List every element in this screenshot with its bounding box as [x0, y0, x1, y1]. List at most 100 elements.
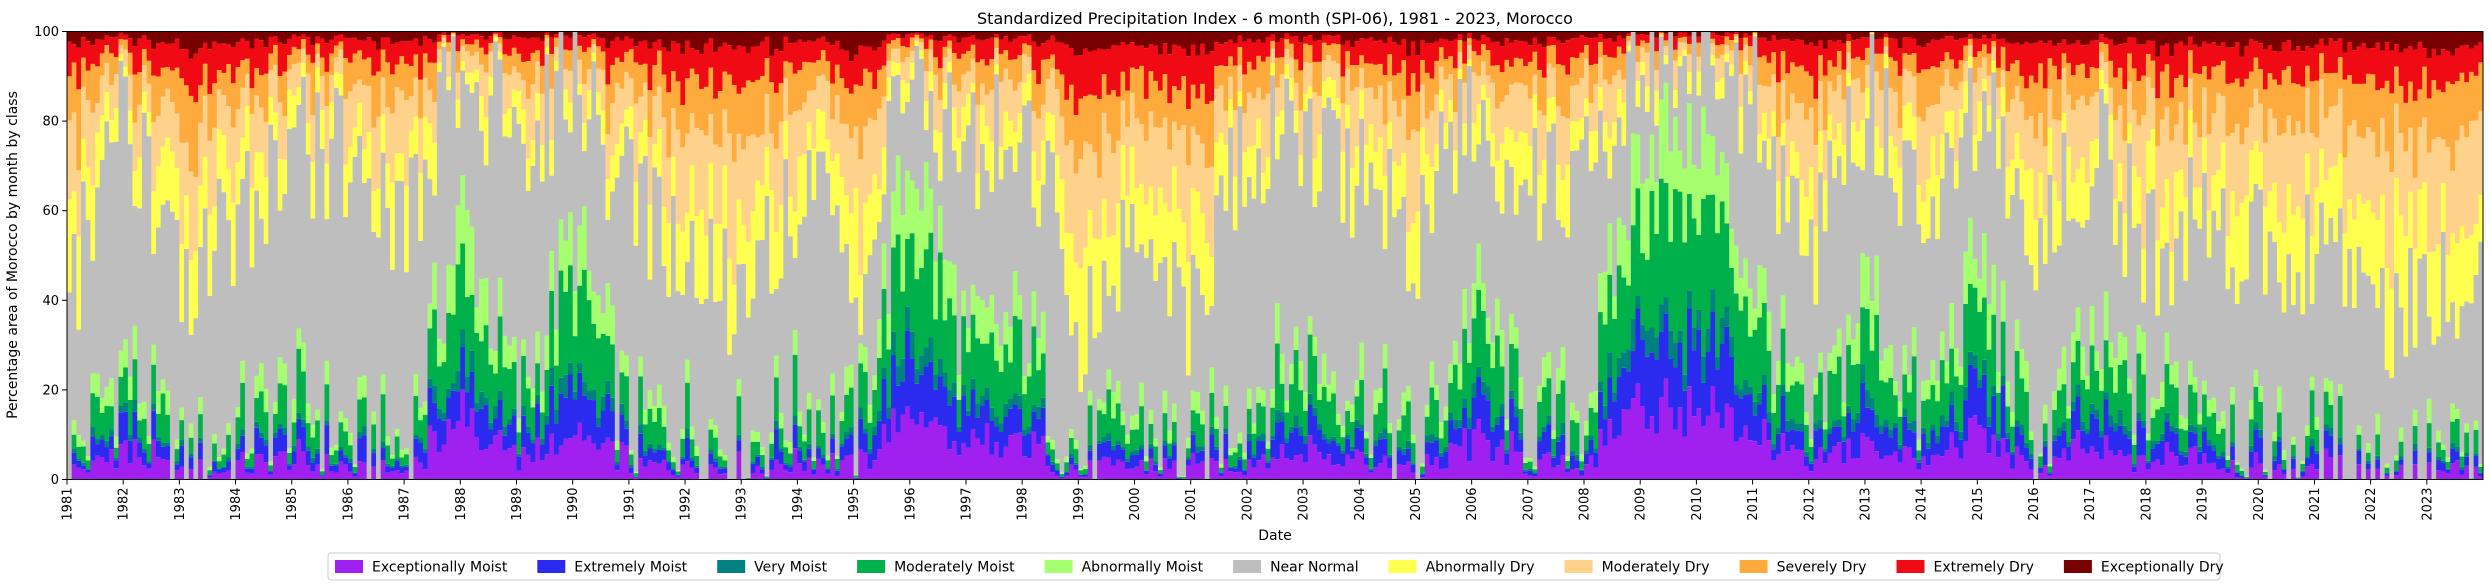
bar-segment: [1869, 300, 1875, 351]
bar-segment: [343, 58, 349, 100]
bar-segment: [1410, 463, 1416, 465]
bar-segment: [1832, 420, 1838, 427]
bar-segment: [2225, 456, 2231, 460]
bar-segment: [1991, 395, 1997, 435]
bar-segment: [1466, 44, 1473, 60]
bar-segment: [942, 259, 948, 321]
bar-segment: [1546, 352, 1552, 379]
bar-segment: [1532, 476, 1538, 480]
bar-segment: [1719, 201, 1725, 318]
bar-segment: [2131, 68, 2137, 110]
bar-segment: [1972, 355, 1978, 369]
bar-segment: [1808, 471, 1814, 480]
bar-segment: [1555, 31, 1562, 41]
bar-segment: [1303, 31, 1309, 37]
bar-segment: [928, 39, 934, 50]
bar-segment: [1101, 31, 1107, 50]
bar-segment: [2127, 393, 2133, 431]
bar-segment: [1972, 31, 1978, 39]
bar-segment: [1911, 356, 1917, 421]
bar-segment: [408, 65, 414, 97]
bar-segment: [333, 450, 339, 464]
bar-segment: [1775, 427, 1782, 434]
bar-segment: [2131, 31, 2137, 38]
bar-segment: [624, 109, 630, 127]
bar-segment: [1513, 82, 1519, 142]
bar-segment: [1223, 428, 1229, 434]
bar-segment: [1279, 74, 1285, 111]
bar-segment: [736, 396, 742, 435]
bar-segment: [539, 40, 545, 66]
bar-segment: [282, 363, 288, 386]
bar-segment: [2047, 174, 2053, 464]
bar-segment: [2066, 94, 2072, 147]
bar-segment: [2230, 460, 2236, 480]
bar-segment: [1073, 55, 1079, 115]
bar-segment: [694, 467, 700, 474]
bar-segment: [118, 39, 124, 46]
bar-segment: [909, 233, 915, 332]
bar-segment: [881, 243, 887, 289]
bar-segment: [2070, 43, 2077, 76]
bar-segment: [1012, 315, 1018, 394]
bar-segment: [1125, 247, 1131, 435]
bar-segment: [2164, 332, 2170, 364]
bar-segment: [385, 163, 391, 208]
bar-segment: [1148, 71, 1154, 112]
bar-segment: [1232, 452, 1238, 466]
bar-segment: [165, 67, 171, 89]
bar-segment: [1143, 204, 1149, 258]
bar-segment: [1153, 127, 1159, 216]
bar-segment: [226, 457, 232, 462]
bar-segment: [109, 449, 115, 480]
bar-segment: [1139, 124, 1145, 184]
bar-segment: [1031, 326, 1037, 405]
bar-segment: [1401, 38, 1407, 61]
bar-segment: [1958, 439, 1964, 459]
bar-segment: [432, 309, 438, 386]
bar-segment: [511, 415, 517, 445]
bar-segment: [605, 84, 611, 135]
bar-segment: [1658, 31, 1665, 33]
bar-segment: [1804, 451, 1810, 457]
bar-segment: [713, 144, 719, 224]
bar-segment: [1246, 408, 1252, 434]
bar-segment: [2225, 47, 2231, 84]
bar-segment: [1396, 209, 1402, 420]
bar-segment: [783, 61, 789, 79]
bar-segment: [413, 374, 419, 396]
bar-segment: [497, 399, 503, 431]
bar-segment: [450, 31, 457, 33]
bar-segment: [1855, 56, 1861, 79]
bar-segment: [1054, 42, 1061, 70]
bar-segment: [1429, 361, 1435, 388]
bar-segment: [1349, 459, 1355, 480]
bar-segment: [928, 71, 934, 91]
bar-segment: [811, 457, 817, 461]
bar-segment: [1921, 400, 1927, 428]
bar-segment: [216, 89, 222, 130]
bar-segment: [2014, 426, 2020, 447]
bar-segment: [881, 194, 887, 244]
bar-segment: [1214, 195, 1220, 417]
bar-segment: [1790, 41, 1796, 63]
bar-segment: [778, 83, 784, 122]
bar-segment: [263, 445, 269, 463]
bar-segment: [1710, 43, 1716, 56]
bar-segment: [708, 429, 714, 450]
bar-segment: [1672, 116, 1679, 190]
bar-segment: [118, 31, 124, 33]
bar-segment: [263, 121, 269, 178]
bar-segment: [1476, 40, 1482, 56]
bar-segment: [1495, 65, 1501, 109]
bar-segment: [1054, 31, 1061, 43]
bar-segment: [488, 364, 494, 423]
bar-segment: [2173, 433, 2180, 457]
bar-segment: [689, 31, 695, 49]
bar-segment: [1490, 426, 1496, 432]
bar-segment: [254, 95, 260, 153]
bar-segment: [764, 195, 770, 476]
bar-segment: [1232, 110, 1238, 177]
bar-segment: [816, 151, 822, 400]
bar-segment: [1438, 468, 1444, 480]
